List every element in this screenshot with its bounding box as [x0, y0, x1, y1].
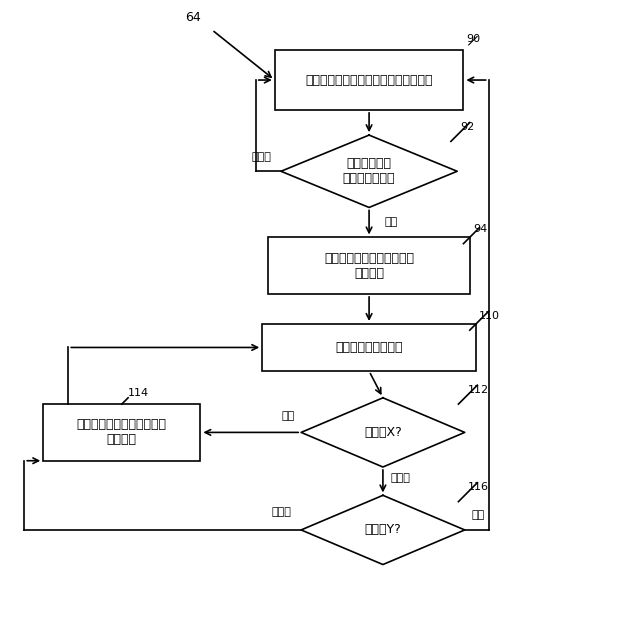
- Text: 90: 90: [467, 34, 481, 44]
- Text: はい: はい: [282, 411, 295, 421]
- FancyBboxPatch shape: [268, 238, 470, 294]
- Text: 時間＝X?: 時間＝X?: [364, 426, 402, 439]
- Text: 94: 94: [473, 224, 487, 234]
- Text: はい: はい: [471, 511, 484, 521]
- Text: いいえ: いいえ: [390, 473, 410, 483]
- Text: 112: 112: [468, 385, 489, 394]
- Text: 114: 114: [128, 388, 149, 398]
- Text: アクティブオペレーションを表示する: アクティブオペレーションを表示する: [305, 73, 433, 87]
- FancyBboxPatch shape: [262, 324, 476, 371]
- Text: 110: 110: [479, 311, 500, 320]
- Text: アクティブ化シーケンスを
実行する: アクティブ化シーケンスを 実行する: [77, 418, 167, 446]
- Text: 64: 64: [185, 11, 201, 23]
- Text: 時間＝Y?: 時間＝Y?: [365, 523, 401, 537]
- Text: 116: 116: [468, 482, 489, 492]
- Text: アクティブ化シーケンスを
実行する: アクティブ化シーケンスを 実行する: [324, 252, 414, 280]
- Text: モーションは
検出されたか？: モーションは 検出されたか？: [343, 157, 396, 185]
- Text: いいえ: いいえ: [272, 507, 292, 518]
- Text: 92: 92: [460, 122, 475, 132]
- FancyBboxPatch shape: [43, 404, 200, 461]
- FancyBboxPatch shape: [275, 50, 463, 110]
- Text: ロックアウトモード: ロックアウトモード: [335, 341, 403, 354]
- Text: はい: はい: [385, 217, 398, 227]
- Text: いいえ: いいえ: [252, 152, 271, 162]
